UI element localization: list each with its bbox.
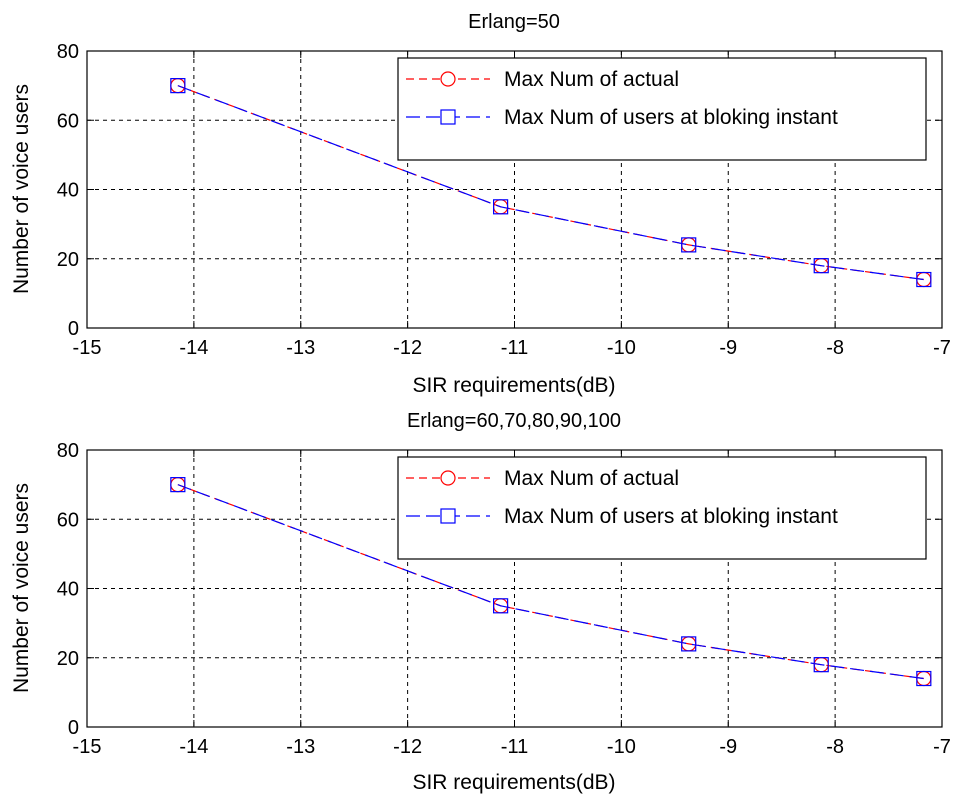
y-tick-label: 20 [57, 648, 79, 670]
y-tick-label: 20 [57, 249, 79, 271]
data-point-square [916, 670, 932, 687]
legend-box [397, 57, 927, 161]
x-tick-label: -14 [179, 736, 208, 758]
data-point-square [813, 657, 829, 673]
data-point-square [170, 78, 186, 94]
x-tick-label: -15 [73, 736, 102, 758]
series-line-2 [177, 484, 924, 680]
data-point-square [813, 258, 829, 274]
x-tick-label: -10 [607, 736, 636, 758]
x-axis-label: SIR requirements(dB) [412, 771, 615, 794]
y-tick-label: 40 [57, 180, 79, 202]
series-layer [170, 78, 932, 288]
x-tick-label: -7 [933, 337, 951, 359]
data-point-square [493, 598, 509, 614]
x-tick-label: -10 [607, 337, 636, 359]
chart-panel-2: Erlang=60,70,80,90,100 -15 -14 -13 -12 -11 -1… [10, 410, 951, 794]
axis-ticks: -15 -14 -13 -12 -11 -10 -9 -8 -7 0 20 40 60 80 [57, 440, 951, 758]
series-line-2 [177, 85, 924, 281]
x-tick-label: -9 [719, 337, 737, 359]
x-tick-label: -12 [393, 736, 422, 758]
chart-panel-1: Erlang=50 -15 -14 -13 -12 -11 -10 -9 -8 -7 0 20 40 6… [10, 11, 951, 397]
legend-box [397, 456, 927, 560]
x-tick-label: -12 [393, 337, 422, 359]
x-tick-label: -9 [719, 736, 737, 758]
series-layer [170, 477, 932, 687]
x-tick-label: -15 [73, 337, 102, 359]
y-tick-label: 80 [57, 440, 79, 462]
y-tick-label: 0 [68, 717, 79, 739]
x-tick-label: -13 [286, 736, 315, 758]
legend: Max Num of actual Max Num of users at bl… [397, 57, 927, 161]
y-tick-label: 80 [57, 41, 79, 63]
chart-title: Erlang=50 [468, 11, 560, 33]
data-point-square [916, 271, 932, 288]
legend-marker-circle [440, 470, 456, 486]
legend-label-2: Max Num of users at bloking instant [504, 505, 838, 528]
y-tick-label: 40 [57, 579, 79, 601]
legend-label-1: Max Num of actual [504, 467, 679, 490]
x-tick-label: -8 [826, 337, 844, 359]
x-tick-label: -13 [286, 337, 315, 359]
y-axis-label: Number of voice users [10, 84, 33, 294]
data-point-square [681, 636, 697, 652]
legend-label-2: Max Num of users at bloking instant [504, 106, 838, 129]
legend-marker-square [440, 109, 456, 125]
chart-title: Erlang=60,70,80,90,100 [407, 410, 621, 432]
y-axis-label: Number of voice users [10, 483, 33, 693]
legend-label-1: Max Num of actual [504, 68, 679, 91]
legend-marker-square [440, 508, 456, 524]
x-tick-label: -7 [933, 736, 951, 758]
y-tick-label: 60 [57, 509, 79, 531]
data-point-square [170, 477, 186, 493]
y-tick-label: 60 [57, 110, 79, 132]
data-point-square [493, 199, 509, 215]
legend-marker-circle [440, 71, 456, 87]
y-tick-label: 0 [68, 318, 79, 340]
data-point-square [681, 237, 697, 253]
legend: Max Num of actual Max Num of users at bl… [397, 456, 927, 560]
x-tick-label: -14 [179, 337, 208, 359]
x-tick-label: -11 [501, 736, 528, 758]
x-axis-label: SIR requirements(dB) [412, 374, 615, 397]
axis-ticks: -15 -14 -13 -12 -11 -10 -9 -8 -7 0 20 40 60 80 [57, 41, 951, 359]
x-tick-label: -8 [826, 736, 844, 758]
x-tick-label: -11 [501, 337, 528, 359]
